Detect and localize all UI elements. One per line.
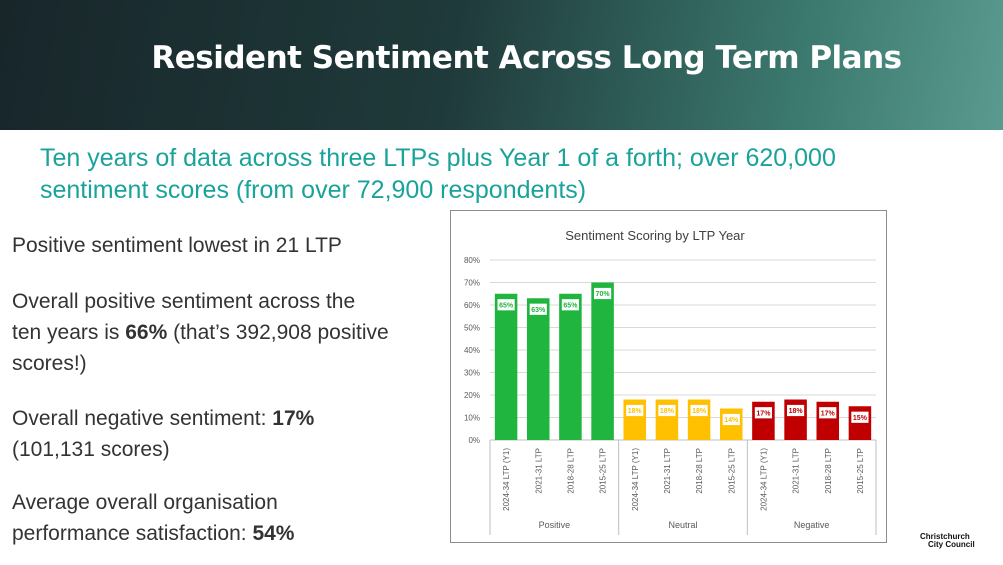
data-label-box xyxy=(496,298,516,312)
logo: Christchurch City Council xyxy=(920,533,975,549)
y-tick-label: 10% xyxy=(464,414,480,423)
point: Overall positive sentiment across the te… xyxy=(12,286,389,379)
data-label: 65% xyxy=(499,302,514,309)
data-label-box xyxy=(850,410,870,424)
point-text: performance satisfaction: xyxy=(12,522,253,545)
x-tick-label: 2018-28 LTP xyxy=(824,448,833,494)
slide-title: Resident Sentiment Across Long Term Plan… xyxy=(151,40,902,76)
x-tick-label: 2021-31 LTP xyxy=(792,448,801,494)
point-text: Positive sentiment lowest in 21 LTP xyxy=(12,234,342,257)
x-tick-label: 2021-31 LTP xyxy=(534,448,543,494)
group-label: Negative xyxy=(794,520,830,530)
point-text: Average overall organisation xyxy=(12,491,278,514)
x-tick-label: 2015-25 LTP xyxy=(599,448,608,494)
data-label: 63% xyxy=(531,307,546,314)
bar xyxy=(494,293,518,440)
point: Average overall organisation performance… xyxy=(12,487,294,549)
data-label: 17% xyxy=(756,410,771,417)
data-label-box xyxy=(721,413,741,426)
y-tick-label: 50% xyxy=(464,324,480,333)
subtitle: Ten years of data across three LTPs plus… xyxy=(40,142,836,206)
data-label: 15% xyxy=(853,415,868,422)
point: Positive sentiment lowest in 21 LTP xyxy=(12,230,342,261)
point-text: (that’s 392,908 positive xyxy=(167,321,389,344)
bar xyxy=(591,282,614,440)
point-text: (101,131 scores) xyxy=(12,438,170,461)
data-label: 18% xyxy=(660,408,675,415)
group-label: Neutral xyxy=(668,520,697,530)
data-label-box xyxy=(754,406,773,420)
data-label: 65% xyxy=(563,302,578,309)
point-text: ten years is xyxy=(12,321,126,344)
data-label-box xyxy=(818,406,838,420)
y-tick-label: 30% xyxy=(464,369,480,378)
point: Overall negative sentiment: 17% (101,131… xyxy=(12,403,314,465)
header: Resident Sentiment Across Long Term Plan… xyxy=(0,0,1003,130)
x-tick-label: 2024-34 LTP (Y1) xyxy=(502,448,511,511)
data-label: 18% xyxy=(789,408,804,415)
chart-title: Sentiment Scoring by LTP Year xyxy=(565,228,745,243)
data-label-box xyxy=(786,404,805,417)
y-tick-label: 0% xyxy=(468,436,480,445)
x-tick-label: 2018-28 LTP xyxy=(566,448,575,494)
subtitle-line: Ten years of data across three LTPs plus… xyxy=(40,144,836,172)
point-text: Overall positive sentiment across the xyxy=(12,290,356,313)
y-tick-label: 70% xyxy=(464,279,480,288)
data-label: 18% xyxy=(692,408,707,415)
data-label-box xyxy=(561,298,580,312)
x-tick-label: 2015-25 LTP xyxy=(856,448,865,494)
data-label: 14% xyxy=(724,417,739,424)
data-label: 70% xyxy=(596,291,611,298)
y-tick-label: 40% xyxy=(464,346,480,355)
point-text: scores!) xyxy=(12,352,87,375)
x-tick-label: 2024-34 LTP (Y1) xyxy=(631,448,640,511)
data-label: 17% xyxy=(821,410,836,417)
data-label-box xyxy=(657,404,677,417)
x-tick-label: 2018-28 LTP xyxy=(695,448,704,494)
logo-text: City Council xyxy=(928,540,975,549)
logo-text: Christchurch xyxy=(920,532,970,541)
y-tick-label: 20% xyxy=(464,391,480,400)
y-tick-label: 80% xyxy=(464,256,480,265)
y-tick-label: 60% xyxy=(464,301,480,310)
x-tick-label: 2024-34 LTP (Y1) xyxy=(759,448,768,511)
point-text: Overall negative sentiment: xyxy=(12,407,273,430)
point-figure: 17% xyxy=(272,407,315,430)
data-label-box xyxy=(625,404,645,417)
x-tick-label: 2021-31 LTP xyxy=(663,448,672,494)
data-label-box xyxy=(593,287,612,300)
data-label: 18% xyxy=(628,408,643,415)
point-figure: 54% xyxy=(252,522,295,545)
data-label-box xyxy=(528,302,548,316)
group-label: Positive xyxy=(539,520,571,530)
data-label-box xyxy=(689,404,709,417)
bar xyxy=(559,293,582,440)
point-figure: 66% xyxy=(125,321,168,344)
chart-frame xyxy=(450,210,887,543)
subtitle-line: sentiment scores (from over 72,900 respo… xyxy=(40,176,587,204)
x-tick-label: 2015-25 LTP xyxy=(727,448,736,494)
bar xyxy=(526,298,550,440)
